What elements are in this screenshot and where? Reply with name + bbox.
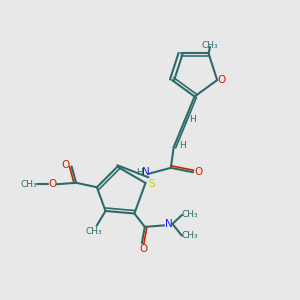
Text: CH₃: CH₃ [21, 180, 38, 189]
Text: H: H [179, 141, 185, 150]
Text: CH₃: CH₃ [182, 231, 199, 240]
Text: O: O [218, 75, 226, 85]
Text: O: O [139, 244, 147, 254]
Text: N: N [165, 219, 172, 229]
Text: O: O [48, 179, 56, 189]
Text: H: H [189, 115, 196, 124]
Text: O: O [194, 167, 202, 177]
Text: CH₃: CH₃ [86, 227, 103, 236]
Text: H: H [136, 168, 142, 177]
Text: O: O [61, 160, 70, 170]
Text: CH₃: CH₃ [202, 41, 218, 50]
Text: CH₃: CH₃ [182, 211, 199, 220]
Text: N: N [142, 167, 150, 177]
Text: S: S [149, 179, 155, 190]
